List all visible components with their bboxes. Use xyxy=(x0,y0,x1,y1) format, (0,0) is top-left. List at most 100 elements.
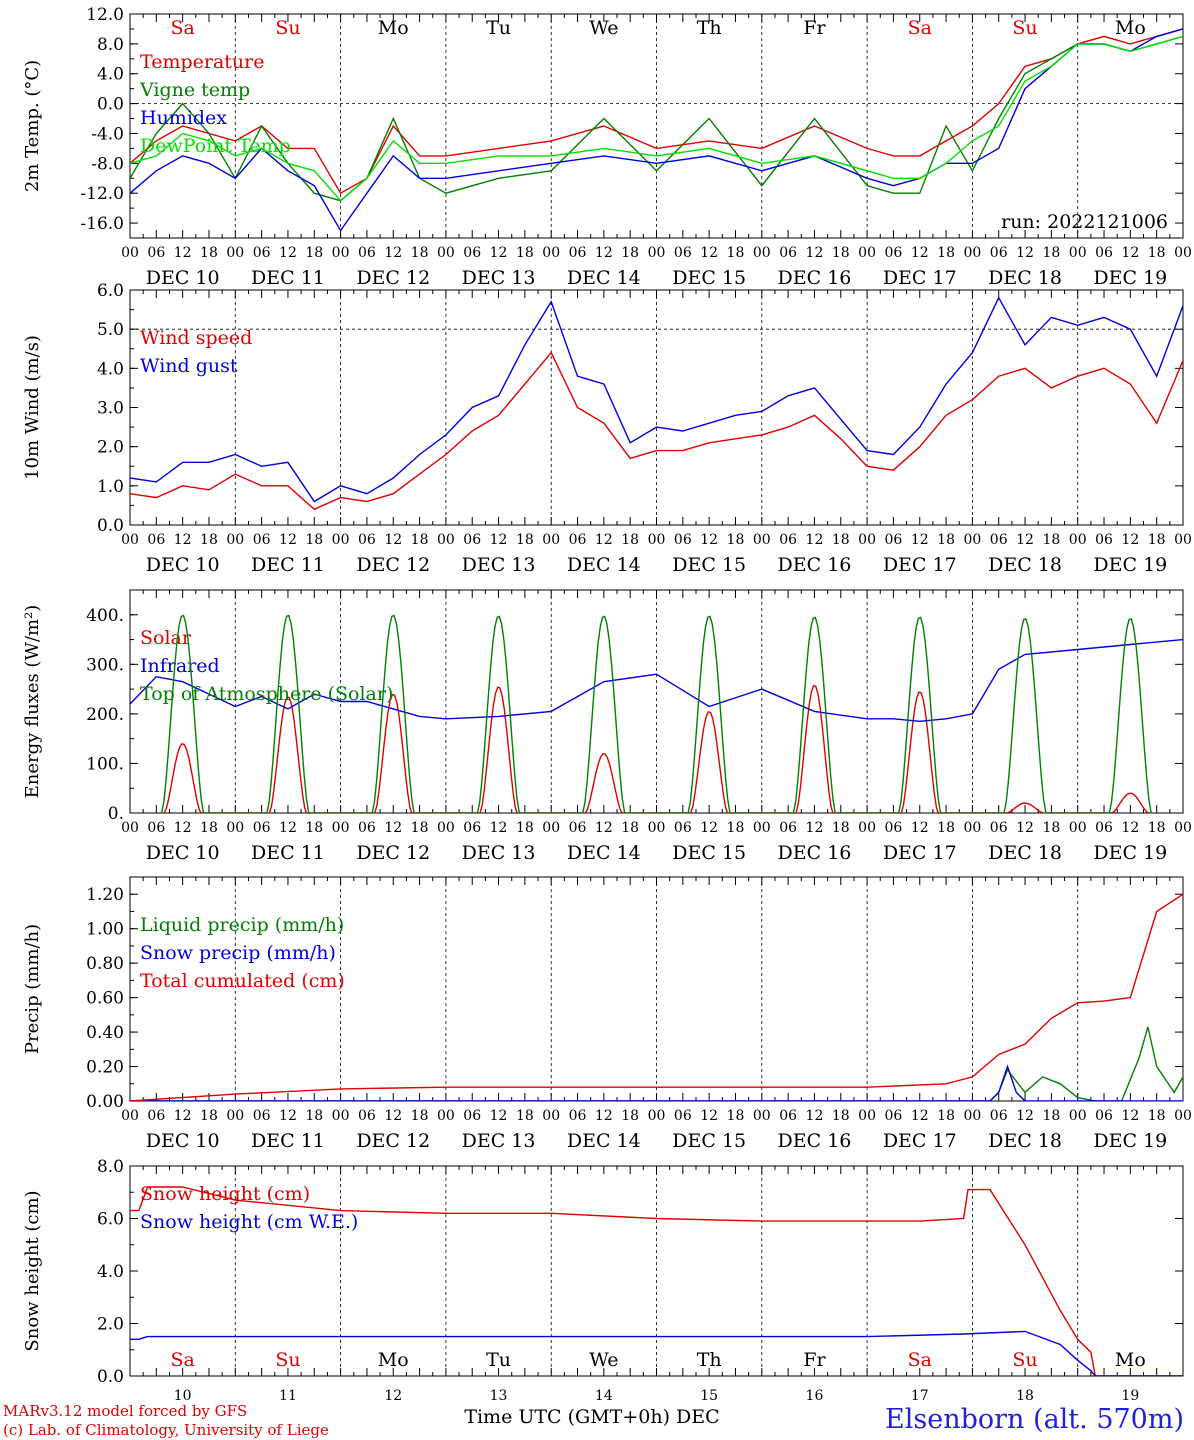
y-tick-label: 0.0 xyxy=(97,516,124,536)
series-line-solar xyxy=(163,684,1150,813)
x-hour-label: 00 xyxy=(437,532,455,548)
x-day-number: 10 xyxy=(174,1388,192,1404)
x-hour-label: 12 xyxy=(174,1108,192,1124)
x-day-label: DEC 10 xyxy=(146,1130,220,1152)
x-hour-label: 12 xyxy=(1121,820,1139,836)
y-tick-label: 8.0 xyxy=(97,1157,124,1177)
x-hour-label: 00 xyxy=(542,532,560,548)
x-hour-label: 18 xyxy=(937,245,955,261)
x-hour-label: 06 xyxy=(1095,532,1113,548)
x-hour-label: 18 xyxy=(305,1108,323,1124)
x-hour-label: 12 xyxy=(279,1108,297,1124)
legend-entry: Snow height (cm) xyxy=(140,1183,310,1205)
x-hour-label: 18 xyxy=(937,532,955,548)
x-day-label: DEC 16 xyxy=(778,1130,852,1152)
x-hour-label: 12 xyxy=(279,532,297,548)
x-hour-label: 12 xyxy=(806,820,824,836)
x-hour-label: 12 xyxy=(595,1108,613,1124)
x-hour-label: 18 xyxy=(1148,532,1166,548)
x-hour-label: 00 xyxy=(437,1108,455,1124)
x-day-label: DEC 18 xyxy=(988,267,1062,289)
legend-entry: Liquid precip (mm/h) xyxy=(140,914,344,936)
x-day-label: DEC 14 xyxy=(567,267,641,289)
legend-entry: Snow precip (mm/h) xyxy=(140,942,336,964)
x-day-label: DEC 13 xyxy=(462,267,536,289)
x-hour-label: 00 xyxy=(858,1108,876,1124)
x-hour-label: 18 xyxy=(200,532,218,548)
x-day-label: DEC 13 xyxy=(462,554,536,576)
y-tick-label: 200. xyxy=(86,705,124,725)
x-hour-label: 12 xyxy=(595,245,613,261)
x-hour-label: 18 xyxy=(1042,532,1060,548)
y-tick-label: 5.0 xyxy=(97,320,124,340)
x-day-label: DEC 18 xyxy=(988,554,1062,576)
x-hour-label: 18 xyxy=(411,820,429,836)
x-hour-label: 00 xyxy=(226,820,244,836)
x-day-label: DEC 15 xyxy=(672,1130,746,1152)
x-hour-label: 06 xyxy=(147,532,165,548)
x-hour-label: 00 xyxy=(226,1108,244,1124)
series-line-temperature xyxy=(130,28,1183,195)
x-hour-label: 18 xyxy=(1042,820,1060,836)
x-hour-label: 00 xyxy=(753,820,771,836)
y-tick-label: 8.0 xyxy=(97,35,124,55)
x-hour-label: 18 xyxy=(411,1108,429,1124)
x-hour-label: 18 xyxy=(621,820,639,836)
x-hour-label: 18 xyxy=(1042,1108,1060,1124)
panel-5: 0.0 2.0 4.0 6.0 8.0 Snow height (cm) 10 11 12 13 1… xyxy=(22,1157,1184,1404)
x-hour-label: 00 xyxy=(1069,245,1087,261)
x-day-number: 19 xyxy=(1121,1388,1139,1404)
x-day-label: DEC 15 xyxy=(672,267,746,289)
x-day-label: DEC 15 xyxy=(672,554,746,576)
x-day-label: DEC 10 xyxy=(146,842,220,864)
x-hour-label: 00 xyxy=(1069,820,1087,836)
series-line-infrared xyxy=(130,638,1183,723)
x-hour-label: 00 xyxy=(1174,532,1192,548)
x-hour-label: 06 xyxy=(674,532,692,548)
weekday-label: Su xyxy=(1012,17,1037,39)
x-day-number: 13 xyxy=(490,1388,508,1404)
x-day-label: DEC 19 xyxy=(1093,554,1167,576)
x-hour-label: 06 xyxy=(674,820,692,836)
x-hour-label: 06 xyxy=(1095,820,1113,836)
x-hour-label: 12 xyxy=(911,1108,929,1124)
x-hour-label: 00 xyxy=(858,532,876,548)
x-hour-label: 18 xyxy=(1148,820,1166,836)
x-day-label: DEC 12 xyxy=(356,267,430,289)
x-hour-label: 06 xyxy=(253,532,271,548)
y-tick-label: 2.0 xyxy=(97,1315,124,1335)
x-hour-label: 12 xyxy=(490,1108,508,1124)
y-tick-label: -4.0 xyxy=(91,124,124,144)
legend-entry: Wind speed xyxy=(140,327,252,349)
x-hour-label: 00 xyxy=(226,245,244,261)
x-hour-label: 12 xyxy=(279,820,297,836)
weekday-label: Sa xyxy=(170,1349,194,1371)
x-day-label: DEC 13 xyxy=(462,842,536,864)
legend-entry: Solar xyxy=(140,627,192,649)
x-hour-label: 18 xyxy=(937,820,955,836)
x-hour-label: 12 xyxy=(595,532,613,548)
x-hour-label: 06 xyxy=(147,245,165,261)
weekday-label: Fr xyxy=(803,1349,826,1371)
y-tick-label: 6.0 xyxy=(97,1210,124,1230)
weekday-label: Fr xyxy=(803,17,826,39)
x-hour-label: 12 xyxy=(911,245,929,261)
x-hour-label: 12 xyxy=(384,532,402,548)
x-hour-label: 00 xyxy=(648,1108,666,1124)
x-hour-label: 18 xyxy=(727,245,745,261)
legend-entry: Vigne temp xyxy=(139,79,250,101)
x-hour-label: 00 xyxy=(858,820,876,836)
run-label: run: 2022121006 xyxy=(1001,211,1168,233)
weekday-label: Sa xyxy=(170,17,194,39)
x-hour-label: 18 xyxy=(727,532,745,548)
series-line-snow-precip-mm-h- xyxy=(130,1064,1183,1101)
x-hour-label: 00 xyxy=(753,532,771,548)
x-hour-label: 06 xyxy=(990,820,1008,836)
x-hour-label: 18 xyxy=(727,1108,745,1124)
weekday-label: Su xyxy=(275,17,300,39)
x-day-label: DEC 19 xyxy=(1093,842,1167,864)
x-day-number: 11 xyxy=(279,1388,297,1404)
x-hour-label: 00 xyxy=(332,532,350,548)
y-axis-title: 2m Temp. (°C) xyxy=(22,60,43,192)
x-hour-label: 00 xyxy=(648,245,666,261)
